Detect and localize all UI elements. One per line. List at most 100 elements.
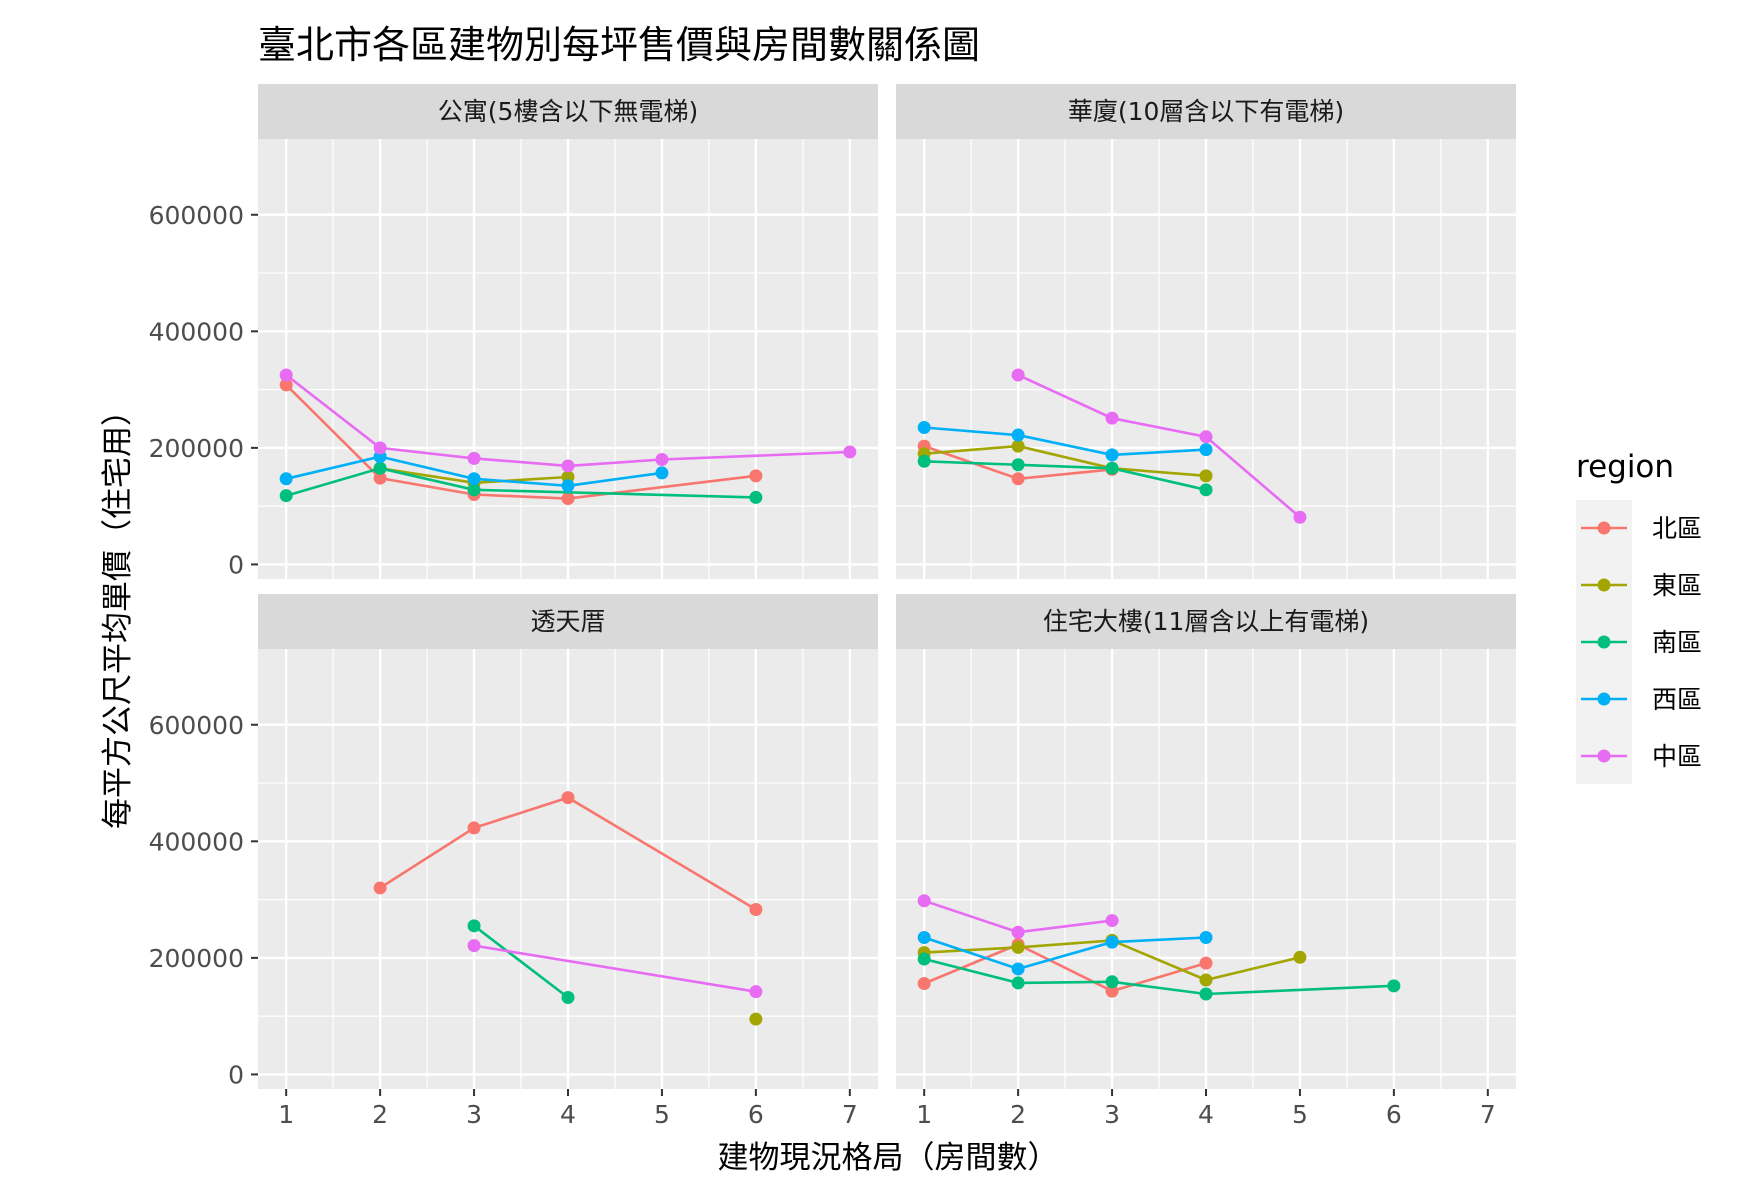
- panel-1: 公寓(5樓含以下無電梯): [258, 84, 878, 579]
- data-point: [749, 469, 763, 483]
- data-point: [1011, 368, 1025, 382]
- y-tick-label: 200000: [149, 944, 244, 973]
- series-line: [923, 943, 1207, 993]
- data-point: [655, 453, 669, 467]
- panel-3: 透天厝: [258, 594, 878, 1089]
- facet-strip: [896, 594, 1516, 649]
- legend-entry-4: 西區: [1581, 685, 1702, 714]
- y-tick-label: 400000: [149, 317, 244, 346]
- data-point: [1011, 439, 1025, 453]
- legend-key-point: [1597, 749, 1611, 763]
- data-point: [1199, 483, 1213, 497]
- y-tick-label: 600000: [149, 711, 244, 740]
- y-tick-label: 0: [228, 550, 244, 579]
- series-line: [1017, 373, 1301, 519]
- data-point: [561, 492, 575, 506]
- x-tick-label: 7: [842, 1100, 858, 1129]
- y-axis-title: 每平方公尺平均單價（住宅用）: [100, 395, 136, 829]
- legend-entry-1: 北區: [1581, 514, 1702, 543]
- panel-2: 華廈(10層含以下有電梯): [896, 84, 1516, 579]
- data-point: [373, 461, 387, 475]
- series-中區: [467, 939, 763, 999]
- data-point: [1387, 979, 1401, 993]
- data-point: [373, 441, 387, 455]
- x-tick-label: 4: [560, 1100, 576, 1129]
- series-line: [924, 460, 1207, 492]
- data-point: [1105, 914, 1119, 928]
- data-point: [843, 445, 857, 459]
- x-tick-label: 5: [654, 1100, 670, 1129]
- series-北區: [373, 791, 763, 917]
- data-point: [467, 939, 481, 953]
- data-point: [1011, 458, 1025, 472]
- y-tick-label: 200000: [149, 434, 244, 463]
- data-point: [749, 985, 763, 999]
- data-point: [917, 930, 931, 944]
- x-tick-label: 7: [1480, 1100, 1496, 1129]
- x-tick-label: 3: [466, 1100, 482, 1129]
- data-point: [749, 903, 763, 917]
- data-point: [1105, 461, 1119, 475]
- series-line: [379, 796, 757, 911]
- series-南區: [279, 461, 763, 504]
- legend-key-point: [1597, 521, 1611, 535]
- data-point: [1011, 976, 1025, 990]
- legend-key-point: [1597, 578, 1611, 592]
- data-point: [561, 459, 575, 473]
- data-point: [917, 894, 931, 908]
- series-南區: [917, 952, 1401, 1001]
- legend-label: 北區: [1652, 514, 1702, 543]
- data-point: [467, 451, 481, 465]
- x-tick-label: 4: [1198, 1100, 1214, 1129]
- data-point: [373, 471, 387, 485]
- data-point: [1199, 469, 1213, 483]
- series-line: [924, 426, 1207, 457]
- legend-key-point: [1597, 635, 1611, 649]
- data-point: [1011, 428, 1025, 442]
- x-tick-label: 5: [1292, 1100, 1308, 1129]
- legend-label: 東區: [1652, 571, 1702, 600]
- series-line: [924, 444, 1207, 478]
- data-point: [1011, 962, 1025, 976]
- data-point: [1011, 472, 1025, 486]
- series-line: [473, 944, 757, 993]
- chart-title: 臺北市各區建物別每坪售價與房間數關係圖: [258, 23, 980, 67]
- legend-title: region: [1576, 449, 1674, 485]
- y-axis-ticks: 0 200000 400000 600000 0 200000 400000 600000: [149, 201, 258, 1089]
- data-point: [1105, 984, 1119, 998]
- data-point: [561, 991, 575, 1005]
- legend-key-point: [1597, 692, 1611, 706]
- series-中區: [279, 368, 857, 473]
- y-tick-label: 600000: [149, 201, 244, 230]
- legend-entry-5: 中區: [1581, 742, 1702, 771]
- data-point: [655, 466, 669, 480]
- x-tick-label: 2: [372, 1100, 388, 1129]
- data-point: [1105, 448, 1119, 462]
- legend-entry-2: 東區: [1581, 571, 1702, 600]
- series-東區: [749, 1012, 763, 1026]
- data-point: [1199, 973, 1213, 987]
- series-西區: [279, 450, 669, 493]
- data-point: [373, 881, 387, 895]
- series-西區: [917, 930, 1213, 976]
- data-point: [917, 454, 931, 468]
- data-point: [467, 919, 481, 933]
- data-point: [749, 490, 763, 504]
- facet-strip: [258, 84, 878, 139]
- data-point: [1199, 443, 1213, 457]
- facet-strip-label: 華廈(10層含以下有電梯): [1068, 97, 1344, 126]
- data-point: [279, 378, 293, 392]
- data-point: [1105, 411, 1119, 425]
- x-tick-label: 6: [1386, 1100, 1402, 1129]
- data-point: [917, 420, 931, 434]
- legend-label: 中區: [1652, 742, 1702, 771]
- series-line: [285, 466, 756, 499]
- panels: 公寓(5樓含以下無電梯) 華廈(10層含以下有電梯) 透天厝 住宅大樓(11層含以上有…: [258, 84, 1516, 1089]
- data-point: [279, 368, 293, 382]
- data-point: [279, 472, 293, 486]
- data-point: [1199, 430, 1213, 444]
- x-tick-label: 2: [1010, 1100, 1026, 1129]
- facet-strip-label: 透天厝: [530, 607, 605, 636]
